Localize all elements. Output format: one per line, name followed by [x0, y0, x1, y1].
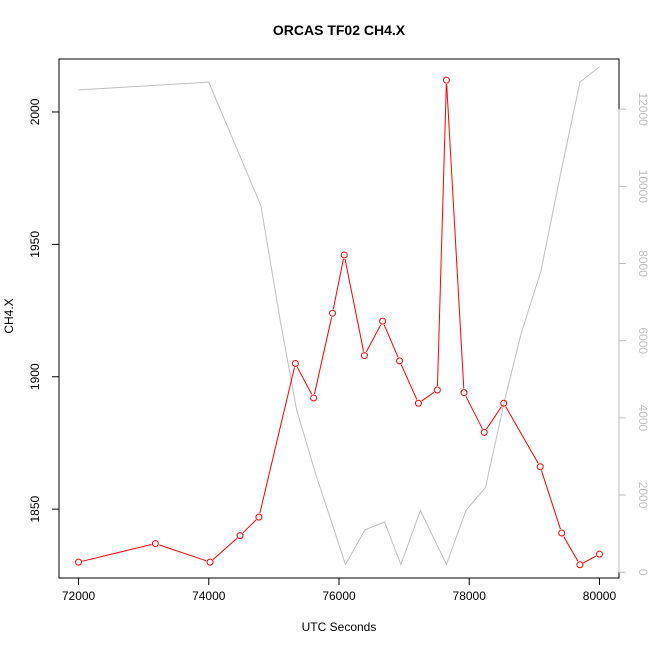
y-axis: 1850 1900 1950 2000: [28, 98, 60, 523]
primary-series-segment: [465, 395, 483, 430]
primary-series-segment: [400, 364, 418, 400]
data-point: [75, 558, 83, 566]
primary-series-segment: [421, 391, 435, 402]
y2-tick-label: 2000: [636, 482, 650, 509]
secondary-series-line: [78, 66, 600, 566]
x-tick-label: 80000: [583, 589, 617, 603]
y-tick-label: 2000: [28, 98, 42, 125]
y2-tick-label: 10000: [636, 170, 650, 204]
primary-series-segment: [563, 536, 579, 562]
data-point: [442, 76, 450, 84]
y2-axis-right: 0 2000 4000 6000 8000 10000 12000: [618, 92, 650, 576]
primary-series-segment: [436, 84, 447, 387]
primary-series: [75, 76, 603, 569]
y-tick-label: 1950: [28, 231, 42, 258]
primary-series-segment: [313, 316, 333, 395]
primary-series-segment: [242, 519, 257, 534]
x-axis: 72000 74000 76000 78000 80000: [62, 577, 617, 603]
primary-series-segment: [332, 258, 344, 310]
data-point: [558, 529, 566, 537]
primary-series-segment: [82, 544, 152, 562]
data-point: [151, 540, 159, 548]
data-point: [255, 513, 263, 521]
y-axis-label: CH4.X: [2, 298, 16, 333]
y2-tick-label: 6000: [636, 327, 650, 354]
primary-series-segment: [486, 406, 502, 430]
data-point: [310, 394, 318, 402]
data-point: [328, 309, 336, 317]
data-point: [396, 357, 404, 365]
data-point: [340, 251, 348, 259]
x-tick-label: 78000: [453, 589, 487, 603]
primary-series-segment: [583, 555, 597, 564]
data-point: [576, 561, 584, 569]
data-point: [433, 386, 441, 394]
primary-series-segment: [383, 324, 399, 358]
primary-series-segment: [296, 366, 313, 395]
y-tick-label: 1850: [28, 495, 42, 522]
primary-series-segment: [540, 470, 561, 530]
primary-series-segment: [259, 367, 295, 514]
y2-tick-label: 12000: [636, 92, 650, 126]
data-point: [360, 352, 368, 360]
data-point: [536, 463, 544, 471]
data-point: [206, 558, 214, 566]
data-point: [414, 399, 422, 407]
primary-series-segment: [159, 544, 207, 562]
data-point: [595, 550, 603, 558]
y2-tick-label: 4000: [636, 405, 650, 432]
x-tick-label: 76000: [322, 589, 356, 603]
x-tick-label: 74000: [192, 589, 226, 603]
data-point: [379, 317, 387, 325]
primary-series-segment: [365, 324, 382, 353]
primary-series-segment: [446, 84, 465, 389]
primary-series-segment: [212, 537, 238, 560]
primary-series-segment: [505, 406, 539, 464]
data-point: [480, 428, 488, 436]
x-axis-label: UTC Seconds: [302, 620, 377, 634]
data-point: [500, 399, 508, 407]
data-point: [236, 532, 244, 540]
data-point: [460, 389, 468, 397]
data-point: [291, 360, 299, 368]
x-tick-label: 72000: [62, 589, 96, 603]
y2-tick-label: 0: [636, 569, 650, 576]
y2-tick-label: 8000: [636, 250, 650, 277]
y-tick-label: 1900: [28, 363, 42, 390]
primary-series-segment: [344, 258, 365, 352]
chart-title: ORCAS TF02 CH4.X: [273, 22, 406, 38]
series-layer: [75, 66, 603, 569]
